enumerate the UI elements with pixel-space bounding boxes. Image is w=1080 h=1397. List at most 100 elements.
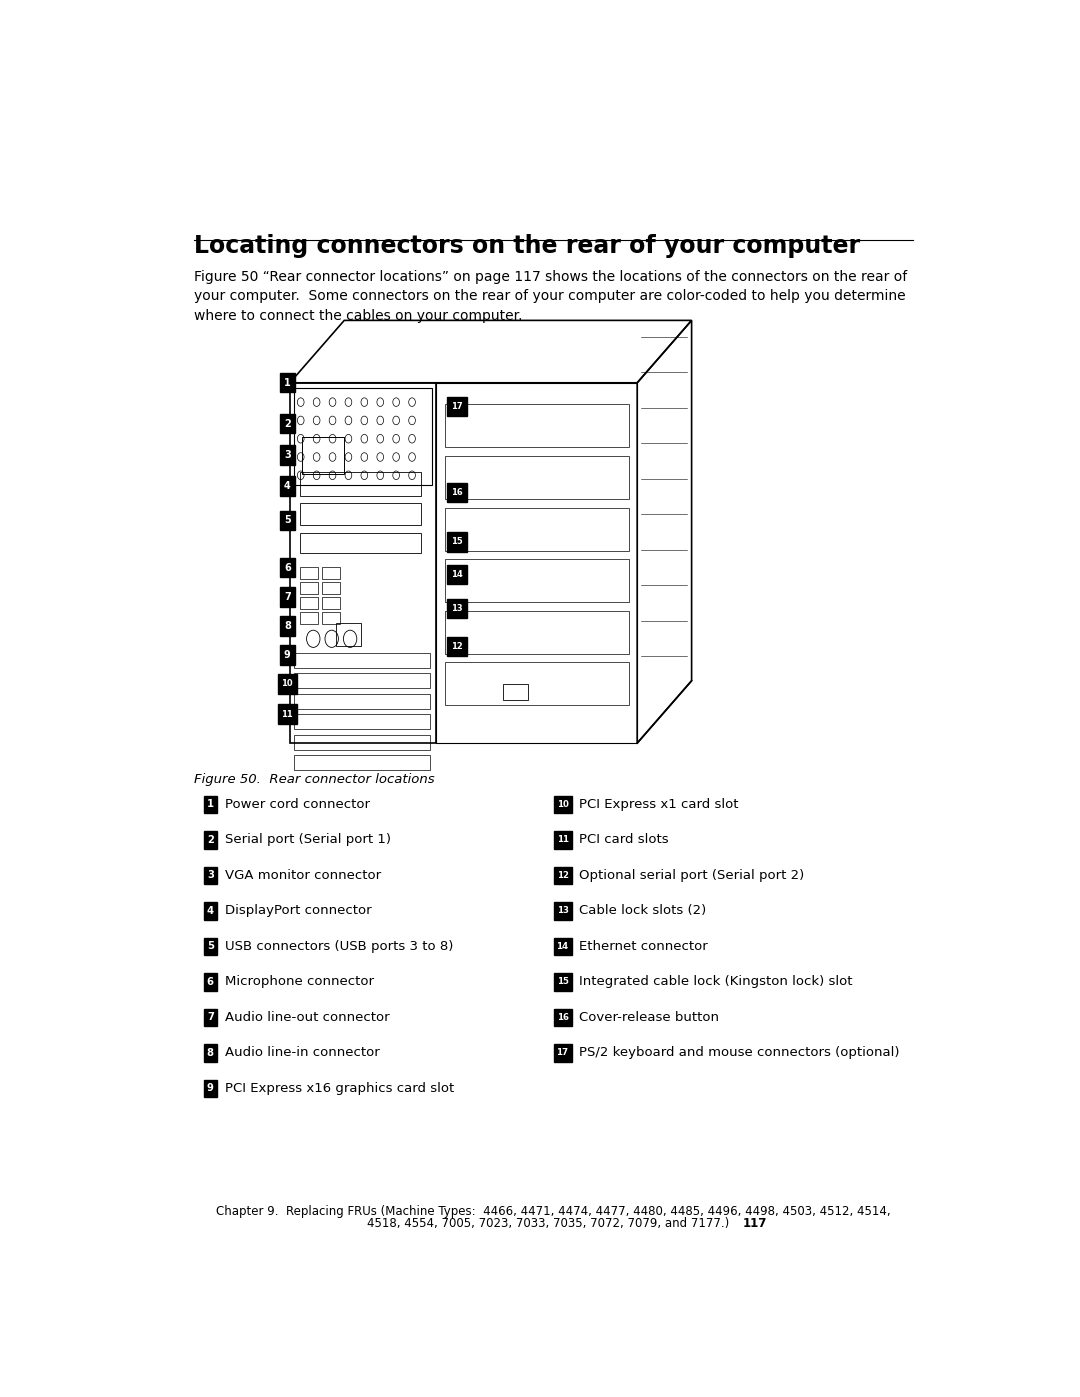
Text: 9: 9	[284, 650, 291, 659]
Bar	[294, 673, 431, 689]
Text: 5: 5	[207, 942, 214, 951]
Text: PCI card slots: PCI card slots	[579, 834, 669, 847]
Bar	[445, 559, 629, 602]
FancyBboxPatch shape	[554, 1045, 571, 1062]
Bar	[322, 581, 340, 594]
Text: Figure 50.  Rear connector locations: Figure 50. Rear connector locations	[193, 774, 434, 787]
Text: 17: 17	[451, 402, 463, 411]
Bar	[302, 436, 345, 474]
FancyBboxPatch shape	[280, 559, 295, 577]
FancyBboxPatch shape	[447, 564, 467, 584]
Text: 16: 16	[451, 488, 463, 497]
Text: 7: 7	[284, 592, 291, 602]
Text: 16: 16	[556, 1013, 568, 1023]
Text: 117: 117	[743, 1217, 767, 1231]
Text: Chapter 9.  Replacing FRUs (Machine Types:  4466, 4471, 4474, 4477, 4480, 4485, : Chapter 9. Replacing FRUs (Machine Types…	[216, 1204, 891, 1218]
Text: 6: 6	[284, 563, 291, 573]
FancyBboxPatch shape	[554, 974, 571, 990]
Text: 3: 3	[207, 870, 214, 880]
Bar	[322, 597, 340, 609]
Bar	[445, 404, 629, 447]
Bar	[445, 455, 629, 499]
Text: 17: 17	[556, 1048, 568, 1058]
Text: Audio line-in connector: Audio line-in connector	[225, 1046, 379, 1059]
FancyBboxPatch shape	[204, 974, 217, 990]
Text: 15: 15	[451, 538, 463, 546]
Text: 6: 6	[207, 977, 214, 986]
FancyBboxPatch shape	[447, 397, 467, 416]
FancyBboxPatch shape	[554, 796, 571, 813]
Bar	[300, 567, 319, 578]
Text: Ethernet connector: Ethernet connector	[579, 940, 707, 953]
Bar	[445, 507, 629, 550]
FancyBboxPatch shape	[280, 476, 295, 496]
FancyBboxPatch shape	[278, 704, 297, 724]
FancyBboxPatch shape	[447, 599, 467, 619]
FancyBboxPatch shape	[204, 796, 217, 813]
Bar	[294, 652, 431, 668]
FancyBboxPatch shape	[204, 937, 217, 956]
Bar	[294, 694, 431, 708]
FancyBboxPatch shape	[280, 373, 295, 393]
Text: PCI Express x1 card slot: PCI Express x1 card slot	[579, 798, 739, 810]
Bar	[445, 662, 629, 705]
Text: 5: 5	[284, 515, 291, 525]
Bar	[300, 612, 319, 623]
FancyBboxPatch shape	[204, 1045, 217, 1062]
FancyBboxPatch shape	[204, 902, 217, 919]
Text: PCI Express x16 graphics card slot: PCI Express x16 graphics card slot	[225, 1081, 454, 1095]
Text: Microphone connector: Microphone connector	[225, 975, 374, 989]
Text: 10: 10	[556, 800, 568, 809]
Text: Serial port (Serial port 1): Serial port (Serial port 1)	[225, 834, 391, 847]
FancyBboxPatch shape	[447, 483, 467, 502]
Text: Integrated cable lock (Kingston lock) slot: Integrated cable lock (Kingston lock) sl…	[579, 975, 852, 989]
Text: Locating connectors on the rear of your computer: Locating connectors on the rear of your …	[193, 235, 860, 258]
Text: Figure 50 “Rear connector locations” on page 117 shows the locations of the conn: Figure 50 “Rear connector locations” on …	[193, 270, 907, 323]
Text: 14: 14	[556, 942, 568, 951]
Text: 4518, 4554, 7005, 7023, 7033, 7035, 7072, 7079, and 7177.): 4518, 4554, 7005, 7023, 7033, 7035, 7072…	[367, 1217, 740, 1231]
Bar	[503, 685, 528, 700]
Bar	[294, 388, 432, 485]
FancyBboxPatch shape	[554, 937, 571, 956]
Bar	[300, 581, 319, 594]
Bar	[289, 383, 436, 743]
FancyBboxPatch shape	[280, 616, 295, 636]
FancyBboxPatch shape	[204, 1009, 217, 1025]
Text: Cable lock slots (2): Cable lock slots (2)	[579, 904, 706, 918]
Text: 1: 1	[206, 799, 214, 809]
FancyBboxPatch shape	[554, 902, 571, 919]
Bar	[336, 623, 361, 647]
Text: PS/2 keyboard and mouse connectors (optional): PS/2 keyboard and mouse connectors (opti…	[579, 1046, 900, 1059]
Text: 11: 11	[556, 835, 568, 844]
FancyBboxPatch shape	[554, 831, 571, 848]
Text: 13: 13	[451, 604, 463, 613]
Bar	[294, 735, 431, 750]
Text: Audio line-out connector: Audio line-out connector	[225, 1011, 389, 1024]
FancyBboxPatch shape	[204, 1080, 217, 1097]
Bar	[294, 714, 431, 729]
FancyBboxPatch shape	[554, 866, 571, 884]
Text: 11: 11	[282, 710, 293, 718]
Text: Cover-release button: Cover-release button	[579, 1011, 719, 1024]
Text: 3: 3	[284, 450, 291, 460]
Text: 4: 4	[206, 905, 214, 916]
Text: Power cord connector: Power cord connector	[225, 798, 369, 810]
Text: USB connectors (USB ports 3 to 8): USB connectors (USB ports 3 to 8)	[225, 940, 453, 953]
FancyBboxPatch shape	[204, 831, 217, 848]
Bar	[445, 610, 629, 654]
Text: 8: 8	[207, 1048, 214, 1058]
Bar	[300, 534, 421, 553]
Text: 14: 14	[451, 570, 463, 578]
Text: 12: 12	[451, 641, 463, 651]
Bar	[322, 567, 340, 578]
Bar	[322, 612, 340, 623]
Text: 1: 1	[284, 377, 291, 388]
FancyBboxPatch shape	[447, 532, 467, 552]
FancyBboxPatch shape	[280, 414, 295, 433]
Text: 7: 7	[207, 1013, 214, 1023]
FancyBboxPatch shape	[447, 637, 467, 657]
Text: 13: 13	[556, 907, 568, 915]
Text: Optional serial port (Serial port 2): Optional serial port (Serial port 2)	[579, 869, 805, 882]
FancyBboxPatch shape	[280, 587, 295, 606]
Bar	[300, 597, 319, 609]
